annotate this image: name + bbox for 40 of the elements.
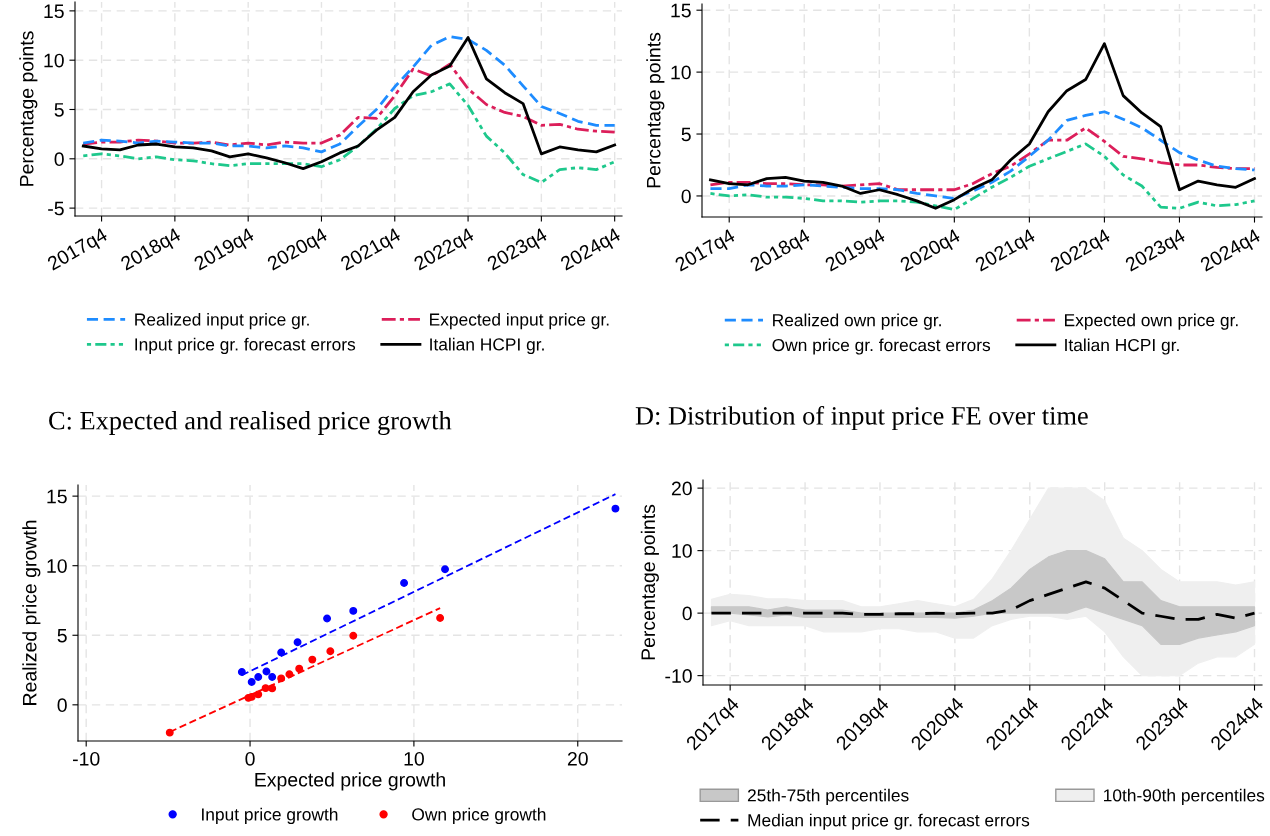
y-axis-title: Percentage points — [19, 31, 38, 186]
y-axis-title: Percentage points — [646, 32, 665, 188]
y-tick-label: 0 — [54, 152, 64, 167]
y-tick-label: 0 — [682, 606, 692, 621]
x-axis-title: Expected price growth — [255, 772, 445, 791]
y-tick-label: 15 — [44, 4, 64, 19]
legend-label: Own price growth — [412, 807, 546, 825]
y-tick-label: 10 — [671, 65, 691, 80]
y-tick-label: 10 — [672, 544, 692, 558]
y-tick-label: 20 — [671, 481, 692, 496]
legend-label: Input price gr. forecast errors — [135, 337, 356, 354]
legend-label: Expected own price gr. — [1065, 313, 1238, 330]
y-tick-label: 10 — [47, 559, 67, 573]
legend-label: Input price growth — [202, 807, 338, 825]
legend-label: Italian HCPI gr. — [1065, 338, 1179, 355]
x-tick-label: 20 — [567, 751, 588, 766]
y-tick-label: 0 — [681, 189, 691, 204]
chart-title: D: Distribution of input price FE over time — [635, 405, 1088, 431]
x-tick-label: 0 — [245, 751, 255, 766]
y-tick-label: 10 — [44, 53, 64, 68]
legend-label: Italian HCPI gr. — [430, 337, 544, 354]
y-tick-label: -10 — [665, 669, 692, 683]
legend-label: Expected input price gr. — [430, 312, 609, 330]
y-axis-title: Percentage points — [640, 504, 659, 660]
chart-title: C: Expected and realised price growth — [49, 411, 452, 435]
y-tick-label: 15 — [47, 489, 67, 504]
legend-label: Own price gr. forecast errors — [772, 338, 991, 355]
y-axis-title: Realized price growth — [22, 520, 41, 705]
legend-label: Median input price gr. forecast errors — [748, 813, 1030, 830]
y-tick-label: 15 — [671, 3, 691, 18]
y-tick-label: -5 — [48, 201, 64, 216]
legend-label: Realized input price gr. — [135, 312, 309, 330]
legend-label: 10th-90th percentiles — [1104, 788, 1265, 805]
x-tick-label: -10 — [73, 751, 100, 766]
legend-label: 25th-75th percentiles — [747, 788, 909, 805]
x-tick-label: 10 — [404, 751, 424, 766]
legend-label: Realized own price gr. — [773, 313, 941, 330]
y-tick-label: 5 — [57, 628, 67, 643]
y-tick-label: 5 — [681, 127, 691, 142]
y-tick-label: 5 — [54, 103, 64, 117]
